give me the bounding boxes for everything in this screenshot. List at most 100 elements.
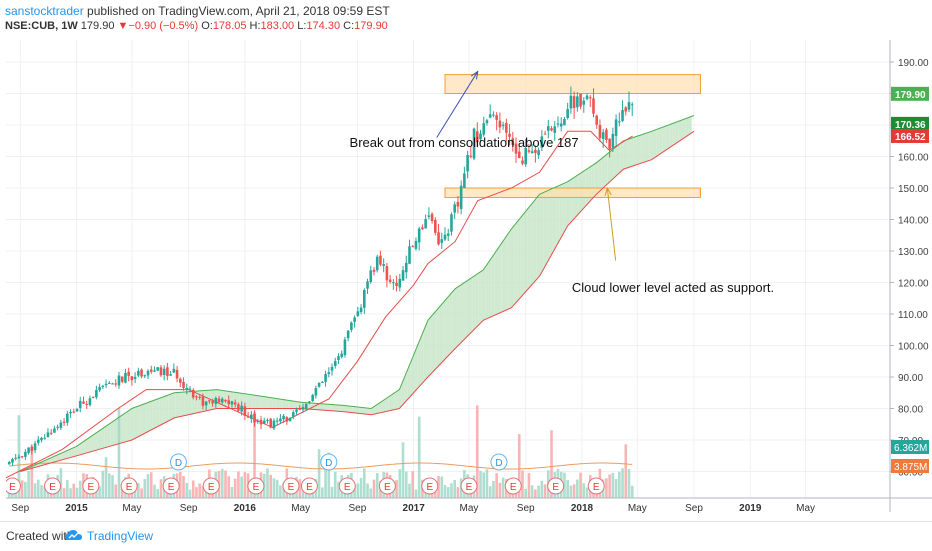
candle xyxy=(379,250,382,267)
candle xyxy=(59,419,63,431)
candle xyxy=(514,137,518,163)
candle xyxy=(82,396,85,405)
cloud-segment xyxy=(281,399,285,409)
candle xyxy=(366,278,369,294)
tradingview-cloud-icon[interactable] xyxy=(64,527,84,543)
cloud-segment xyxy=(397,385,402,409)
price-axis[interactable]: 190.00180.00170.00160.00150.00140.00130.… xyxy=(890,58,929,479)
candle xyxy=(404,255,408,279)
candle-body xyxy=(69,411,72,414)
cloud-segment xyxy=(601,156,605,190)
x-tick-label: May xyxy=(460,503,479,514)
volume-bar xyxy=(401,442,405,498)
cloud-segment xyxy=(107,422,111,447)
x-tick-label: Sep xyxy=(685,503,703,514)
span-a-line xyxy=(20,115,695,472)
candle-body xyxy=(166,367,169,376)
candle-body xyxy=(417,228,421,243)
annotation-arrow xyxy=(436,70,479,138)
cloud-segment xyxy=(456,286,460,348)
tradingview-link[interactable]: TradingView xyxy=(87,529,154,543)
cloud-segment xyxy=(320,403,324,411)
candle-body xyxy=(411,246,415,248)
candle xyxy=(608,138,611,158)
candle-body xyxy=(298,409,302,411)
candle xyxy=(611,127,615,152)
candle xyxy=(550,126,553,132)
cloud-segment xyxy=(585,167,589,207)
candle-body xyxy=(485,120,489,124)
x-tick-label: Sep xyxy=(180,503,198,514)
candle-body xyxy=(388,279,392,282)
candle-body xyxy=(608,138,611,149)
volume-bar xyxy=(524,488,528,498)
candle xyxy=(233,399,237,408)
candle xyxy=(388,275,392,284)
candle xyxy=(114,379,118,387)
candle xyxy=(605,127,608,144)
cloud-segment xyxy=(559,183,563,241)
volume-bar xyxy=(563,472,566,498)
volume-bar xyxy=(475,405,479,498)
candle xyxy=(182,377,185,391)
candle xyxy=(543,130,547,135)
candle-body xyxy=(595,115,599,125)
cloud-segment xyxy=(204,390,208,412)
candle-body xyxy=(98,387,101,391)
candle xyxy=(140,368,143,379)
earnings-label: E xyxy=(306,482,313,493)
y-tick-label: 190.00 xyxy=(898,58,929,69)
candle-body xyxy=(220,398,224,403)
candle xyxy=(527,144,531,154)
cloud-segment xyxy=(194,391,198,414)
cloud-segment xyxy=(430,313,434,375)
cloud-segment xyxy=(439,302,444,365)
volume-bar xyxy=(272,478,276,498)
dividend-badge xyxy=(490,453,508,471)
candle xyxy=(453,201,456,220)
cloud-segment xyxy=(339,405,344,412)
cloud-segment xyxy=(459,283,463,345)
cloud-segment xyxy=(385,397,389,412)
author-link[interactable]: sanstocktrader xyxy=(5,4,84,18)
cloud-segment xyxy=(291,400,295,409)
candle xyxy=(356,306,360,317)
candle xyxy=(20,456,24,459)
cloud-segment xyxy=(640,134,644,164)
cloud-segment xyxy=(188,391,192,415)
volume-bar xyxy=(191,480,195,498)
cloud-segment xyxy=(88,436,92,453)
candle xyxy=(146,369,150,380)
price-chart[interactable]: E E E E E E E E E E E E E E E ED D D Break out from conso… xyxy=(0,0,932,521)
cloud-segment xyxy=(110,420,114,447)
cloud-segment xyxy=(417,338,421,389)
earnings-marker: E xyxy=(378,477,396,495)
candle xyxy=(266,418,269,424)
time-axis[interactable]: Sep 2015 May Sep 2016 May Sep 2017 May Sep 2018 May… xyxy=(11,503,815,514)
volume-bar xyxy=(188,489,192,498)
candle-body xyxy=(401,270,405,281)
volume-bar xyxy=(534,489,537,498)
candle-body xyxy=(601,132,605,139)
candle xyxy=(237,402,240,412)
candle xyxy=(346,330,350,342)
candle-body xyxy=(311,394,314,402)
earnings-badge xyxy=(587,477,605,495)
candle-body xyxy=(62,421,66,423)
candle-body xyxy=(450,214,453,232)
cloud-segment xyxy=(55,454,60,462)
grid xyxy=(6,40,890,498)
candle-body xyxy=(127,371,130,376)
indicator-lines xyxy=(6,115,695,479)
cloud-segment xyxy=(478,270,482,325)
volume-bar xyxy=(230,487,234,498)
volume-bar xyxy=(443,485,447,498)
volume-bar xyxy=(279,485,282,498)
cloud-segment xyxy=(682,118,686,140)
candle-body xyxy=(375,256,379,271)
candle xyxy=(427,207,431,220)
candle xyxy=(546,119,550,139)
cloud-segment xyxy=(520,213,524,298)
candle-body xyxy=(492,114,495,116)
candle-body xyxy=(149,369,153,372)
